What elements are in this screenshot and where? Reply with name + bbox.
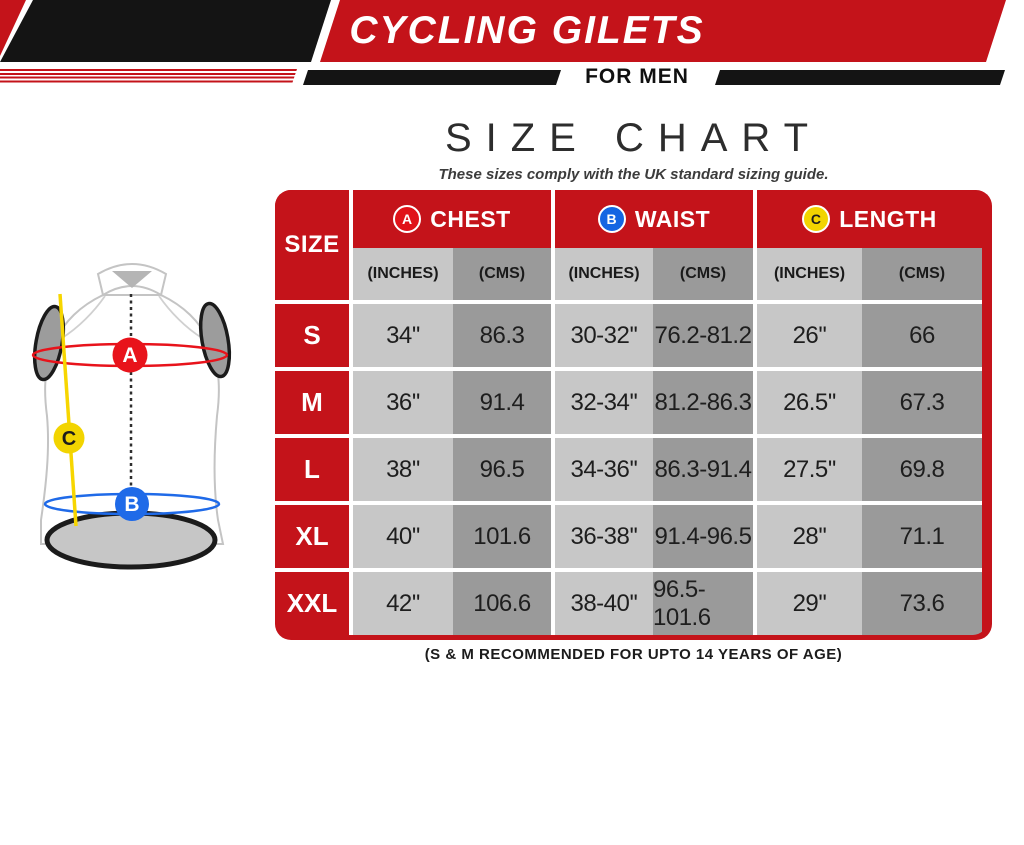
- value-cell: 86.3-91.4: [653, 434, 757, 501]
- value-cell: 32-34'': [555, 367, 653, 434]
- column-header-chest: A CHEST: [353, 190, 555, 248]
- value-cell: 71.1: [862, 501, 982, 568]
- value-cell: 29'': [757, 568, 862, 635]
- chest-a-badge: A: [393, 205, 422, 233]
- value-cell: 81.2-86.3: [653, 367, 757, 434]
- column-header-waist-label: WAIST: [634, 205, 711, 232]
- value-cell: 36'': [353, 367, 453, 434]
- subheader-chest-inches: (INCHES): [353, 248, 453, 300]
- value-cell: 34'': [353, 300, 453, 367]
- value-cell: 96.5-101.6: [653, 568, 757, 635]
- value-cell: 30-32'': [555, 300, 653, 367]
- value-cell: 42'': [353, 568, 453, 635]
- page-title: SIZE CHART: [444, 116, 823, 160]
- age-recommendation-note: (S & M RECOMMENDED FOR UPTO 14 YEARS OF …: [424, 646, 843, 663]
- collar-inner-shade: [112, 271, 152, 288]
- length-c-badge: C: [802, 205, 831, 233]
- size-cell: L: [275, 434, 353, 501]
- value-cell: 69.8: [862, 434, 982, 501]
- column-header-chest-label: CHEST: [430, 205, 511, 232]
- banner-stripes: [0, 69, 297, 84]
- waist-badge-letter: B: [124, 493, 139, 516]
- value-cell: 34-36'': [555, 434, 653, 501]
- banner-logo-panel: F Fdx: [0, 0, 331, 62]
- value-cell: 26.5'': [757, 367, 862, 434]
- size-cell: M: [275, 367, 353, 434]
- column-header-waist: B WAIST: [555, 190, 757, 248]
- value-cell: 27.5'': [757, 434, 862, 501]
- value-cell: 67.3: [862, 367, 982, 434]
- left-shoulder-seam: [61, 295, 106, 339]
- value-cell: 106.6: [453, 568, 555, 635]
- size-chart-table: SIZE A CHEST B WAIST C LENGTH (INCHES) (…: [275, 190, 992, 640]
- size-cell: XL: [275, 501, 353, 568]
- banner-title: CYCLING GILETS: [349, 9, 705, 52]
- column-header-length-label: LENGTH: [839, 205, 937, 232]
- value-cell: 86.3: [453, 300, 555, 367]
- length-measure-line: [58, 293, 78, 527]
- gilet-measurement-diagram: A B C: [31, 263, 232, 570]
- brand-banner: F Fdx CYCLING GILETS FOR MEN: [0, 0, 1024, 90]
- value-cell: 36-38'': [555, 501, 653, 568]
- value-cell: 91.4-96.5: [653, 501, 757, 568]
- waist-b-badge: B: [597, 205, 626, 233]
- banner-title-panel: CYCLING GILETS: [320, 0, 1006, 62]
- value-cell: 66: [862, 300, 982, 367]
- value-cell: 28'': [757, 501, 862, 568]
- waist-badge: [115, 487, 149, 521]
- column-header-size: SIZE: [275, 190, 353, 300]
- value-cell: 101.6: [453, 501, 555, 568]
- bottom-hem: [44, 510, 218, 570]
- value-cell: 38-40'': [555, 568, 653, 635]
- banner-bar-left: [303, 70, 561, 85]
- subheader-chest-cms: (CMS): [453, 248, 555, 300]
- subheader-length-cms: (CMS): [862, 248, 982, 300]
- subheader-waist-cms: (CMS): [653, 248, 757, 300]
- column-header-length: C LENGTH: [757, 190, 982, 248]
- size-cell: S: [275, 300, 353, 367]
- chest-badge-letter: A: [122, 344, 137, 367]
- size-cell: XXL: [275, 568, 353, 635]
- banner-audience-label: FOR MEN: [585, 65, 689, 88]
- sizing-guide-note: These sizes comply with the UK standard …: [438, 166, 829, 183]
- value-cell: 76.2-81.2: [653, 300, 757, 367]
- value-cell: 40'': [353, 501, 453, 568]
- subheader-length-inches: (INCHES): [757, 248, 862, 300]
- value-cell: 91.4: [453, 367, 555, 434]
- length-badge: [53, 422, 85, 454]
- value-cell: 26'': [757, 300, 862, 367]
- chest-badge: [112, 337, 148, 373]
- value-cell: 73.6: [862, 568, 982, 635]
- value-cell: 96.5: [453, 434, 555, 501]
- length-badge-letter: C: [62, 428, 76, 450]
- banner-bar-right: [715, 70, 1005, 85]
- subheader-waist-inches: (INCHES): [555, 248, 653, 300]
- right-shoulder-seam: [158, 295, 203, 339]
- value-cell: 38'': [353, 434, 453, 501]
